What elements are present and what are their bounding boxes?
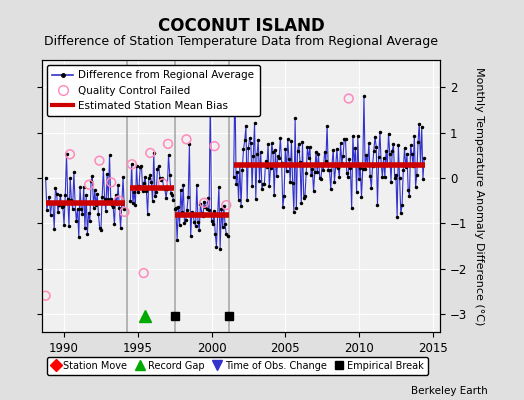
Y-axis label: Monthly Temperature Anomaly Difference (°C): Monthly Temperature Anomaly Difference (… (474, 67, 484, 325)
Point (95, 158, 104, 164)
Point (121, 209, 129, 215)
Point (146, 150, 155, 156)
Point (182, 136, 191, 142)
Point (139, 270, 148, 276)
Point (107, 179, 115, 186)
Point (159, 180, 167, 186)
Point (210, 143, 219, 149)
Text: Difference of Station Temperature Data from Regional Average: Difference of Station Temperature Data f… (44, 36, 438, 48)
Point (222, 202, 231, 208)
Text: Berkeley Earth: Berkeley Earth (411, 386, 487, 396)
Legend: Station Move, Record Gap, Time of Obs. Change, Empirical Break: Station Move, Record Gap, Time of Obs. C… (47, 357, 428, 375)
Point (41, 292, 50, 299)
Point (66, 151, 74, 158)
Point (85, 182, 93, 188)
Point (164, 141, 172, 147)
Point (200, 200, 209, 206)
Point (344, 95, 353, 102)
Text: COCONUT ISLAND: COCONUT ISLAND (158, 17, 324, 35)
Point (128, 161, 136, 168)
Point (114, 197, 123, 204)
